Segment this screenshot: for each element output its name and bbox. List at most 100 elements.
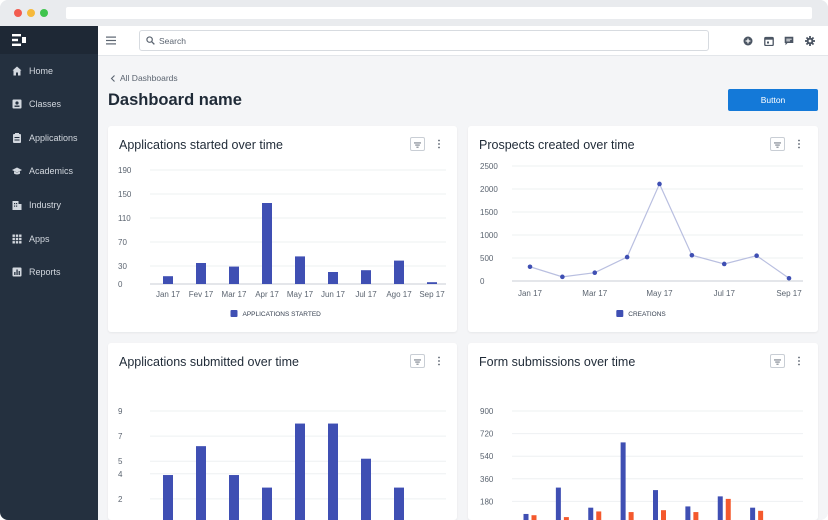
bar bbox=[693, 512, 699, 520]
x-tick-label: Sep 17 bbox=[419, 290, 445, 299]
maximize-window-button[interactable] bbox=[40, 9, 48, 17]
close-window-button[interactable] bbox=[14, 9, 22, 17]
address-bar[interactable] bbox=[66, 7, 812, 19]
bar bbox=[295, 256, 305, 284]
bar bbox=[750, 507, 756, 520]
filter-icon bbox=[414, 142, 421, 148]
more-options-icon[interactable] bbox=[796, 138, 802, 150]
data-point bbox=[786, 275, 792, 281]
x-tick-label: Mar 17 bbox=[582, 289, 607, 298]
chart-card-prospects-created: Prospects created over time 0 500 1000 1500… bbox=[468, 126, 818, 332]
breadcrumb-link[interactable]: All Dashboards bbox=[120, 73, 178, 83]
breadcrumb[interactable]: All Dashboards bbox=[110, 73, 178, 83]
filter-button[interactable] bbox=[410, 354, 425, 368]
y-tick-label: 1000 bbox=[480, 231, 498, 240]
bar bbox=[229, 475, 239, 520]
data-point bbox=[560, 274, 565, 280]
y-tick-label: 30 bbox=[118, 262, 127, 271]
y-tick-label: 1500 bbox=[480, 208, 498, 217]
bar bbox=[328, 423, 338, 520]
search-icon bbox=[146, 36, 155, 45]
bar bbox=[427, 282, 437, 284]
id-card-icon bbox=[12, 99, 22, 109]
bar bbox=[523, 513, 529, 520]
y-tick-label: 70 bbox=[118, 238, 127, 247]
sidebar-item-academics[interactable]: Academics bbox=[0, 158, 98, 184]
bar bbox=[394, 487, 404, 520]
filter-button[interactable] bbox=[770, 354, 785, 368]
search-input[interactable]: Search bbox=[139, 30, 709, 51]
sidebar-item-home[interactable]: Home bbox=[0, 58, 98, 84]
bar bbox=[628, 512, 634, 520]
data-point bbox=[689, 252, 695, 258]
bar bbox=[196, 446, 206, 520]
logo-icon[interactable] bbox=[12, 34, 26, 46]
sidebar-item-label: Home bbox=[29, 66, 54, 76]
legend-swatch bbox=[230, 310, 238, 317]
x-tick-label: Jan 17 bbox=[156, 290, 181, 299]
legend-swatch bbox=[616, 310, 624, 317]
x-tick-label: Mar 17 bbox=[222, 290, 247, 299]
sidebar-item-apps[interactable]: Apps bbox=[0, 226, 98, 252]
sidebar-item-label: Academics bbox=[29, 166, 74, 176]
sidebar-item-classes[interactable]: Classes bbox=[0, 91, 98, 117]
search-placeholder: Search bbox=[159, 35, 186, 46]
card-title: Applications submitted over time bbox=[119, 355, 299, 369]
primary-button[interactable]: Button bbox=[728, 89, 818, 111]
sidebar-item-industry[interactable]: Industry bbox=[0, 192, 98, 218]
card-title: Applications started over time bbox=[119, 138, 283, 152]
sidebar-item-label: Reports bbox=[29, 267, 61, 277]
bar bbox=[163, 475, 173, 520]
y-tick-label: 500 bbox=[480, 254, 494, 263]
sidebar-item-reports[interactable]: Reports bbox=[0, 259, 98, 285]
filter-button[interactable] bbox=[770, 137, 785, 151]
y-tick-label: 2000 bbox=[480, 185, 498, 194]
chart-icon bbox=[12, 267, 22, 277]
y-tick-label: 5 bbox=[118, 457, 123, 466]
home-icon bbox=[12, 66, 22, 76]
settings-icon[interactable] bbox=[805, 36, 815, 46]
filter-button[interactable] bbox=[410, 137, 425, 151]
card-title: Form submissions over time bbox=[479, 355, 636, 369]
plus-circle-icon[interactable] bbox=[743, 36, 753, 46]
main-content: Search All Dashboards Dashboard name But… bbox=[98, 26, 828, 520]
bar bbox=[685, 506, 691, 520]
topbar: Search bbox=[98, 26, 828, 56]
x-tick-label: Sep 17 bbox=[776, 289, 802, 298]
brand bbox=[0, 26, 98, 54]
minimize-window-button[interactable] bbox=[27, 9, 35, 17]
window-titlebar bbox=[0, 0, 828, 26]
bar bbox=[620, 442, 626, 520]
bar bbox=[295, 423, 305, 520]
data-point bbox=[527, 264, 533, 270]
filter-icon bbox=[774, 359, 781, 365]
more-options-icon[interactable] bbox=[436, 138, 442, 150]
calendar-icon[interactable] bbox=[764, 36, 774, 46]
bar bbox=[563, 517, 569, 520]
y-tick-label: 190 bbox=[118, 166, 132, 175]
sidebar-item-label: Classes bbox=[29, 99, 62, 109]
y-tick-label: 0 bbox=[480, 277, 485, 286]
bar bbox=[262, 487, 272, 520]
menu-icon[interactable] bbox=[106, 36, 116, 45]
x-tick-label: Apr 17 bbox=[255, 290, 279, 299]
sidebar-item-applications[interactable]: Applications bbox=[0, 125, 98, 151]
y-tick-label: 4 bbox=[118, 470, 123, 479]
chart-card-applications-submitted: Applications submitted over time 024579J… bbox=[108, 343, 457, 520]
x-tick-label: Jul 17 bbox=[714, 289, 736, 298]
y-tick-label: 720 bbox=[480, 430, 494, 439]
y-tick-label: 7 bbox=[118, 432, 123, 441]
card-title: Prospects created over time bbox=[479, 138, 635, 152]
chart-card-form-submissions: Form submissions over time 0180360540720… bbox=[468, 343, 818, 520]
more-options-icon[interactable] bbox=[436, 355, 442, 367]
y-tick-label: 0 bbox=[118, 280, 123, 289]
chat-icon[interactable] bbox=[784, 36, 794, 46]
bar bbox=[661, 510, 666, 520]
more-options-icon[interactable] bbox=[796, 355, 802, 367]
bar bbox=[653, 490, 658, 520]
bar bbox=[531, 515, 537, 520]
grid-icon bbox=[12, 234, 22, 244]
filter-icon bbox=[414, 359, 421, 365]
sidebar-item-label: Apps bbox=[29, 234, 50, 244]
